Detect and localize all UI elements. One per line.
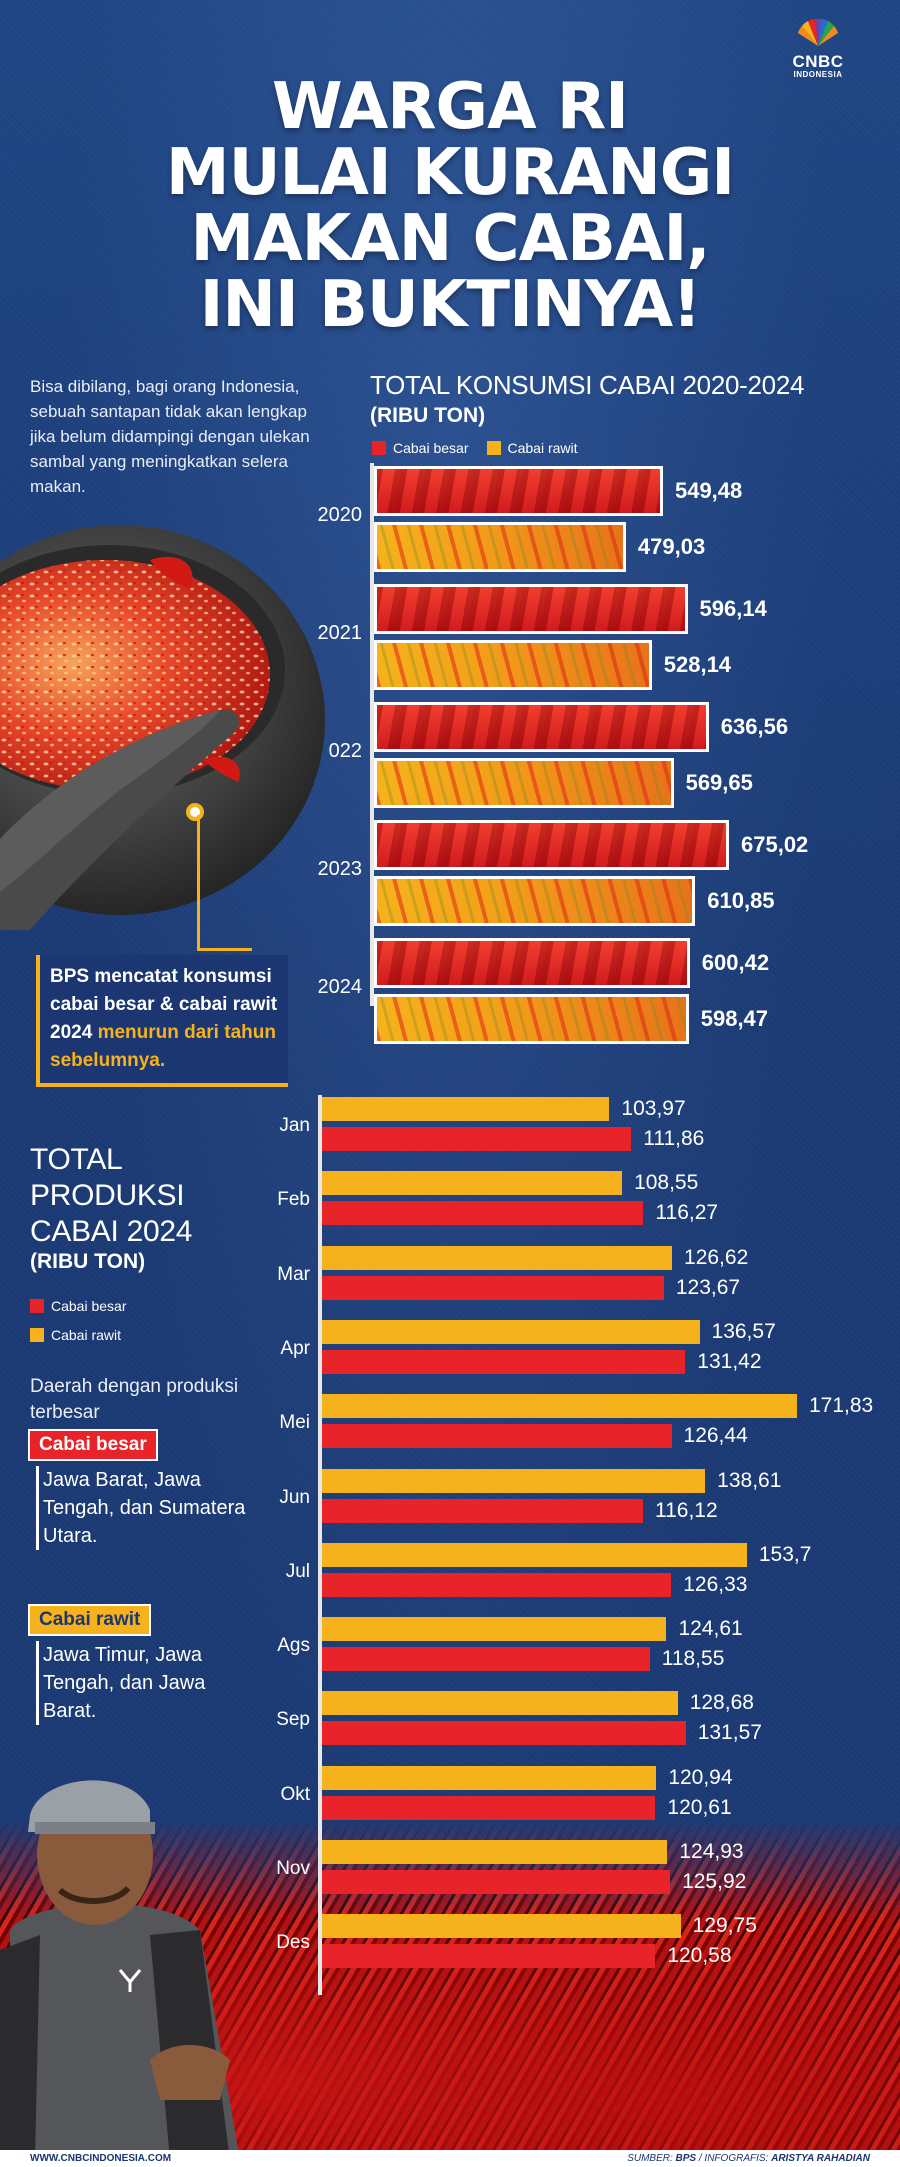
vendor-photo xyxy=(0,1780,240,2160)
callout-connector xyxy=(197,815,200,950)
intro-text: Bisa dibilang, bagi orang Indonesia, seb… xyxy=(30,377,310,496)
production-chart-title: TOTAL PRODUKSI CABAI 2024 xyxy=(30,1142,192,1250)
logo-subtext: INDONESIA xyxy=(793,70,843,79)
legend-label-besar: Cabai besar xyxy=(51,1298,127,1314)
title-line: MAKAN CABAI, xyxy=(190,202,710,276)
callout-connector xyxy=(197,948,252,951)
legend-swatch-rawit xyxy=(30,1328,44,1342)
footer-author: ARISTYA RAHADIAN xyxy=(771,2153,870,2164)
footer-infografis-label: / INFOGRAFIS: xyxy=(698,2153,769,2164)
footer: WWW.CNBCINDONESIA.COM SUMBER: BPS / INFO… xyxy=(0,2150,900,2167)
legend-swatch-rawit xyxy=(486,441,501,455)
legend-swatch-besar xyxy=(372,441,386,455)
production-legend-rawit: Cabai rawit xyxy=(30,1327,121,1343)
consumption-chart-unit: (RIBU TON) xyxy=(370,404,486,427)
legend-label-rawit: Cabai rawit xyxy=(51,1327,122,1343)
production-chart-unit: (RIBU TON) xyxy=(30,1250,146,1273)
legend-label-besar: Cabai besar xyxy=(393,440,469,456)
title-line: WARGA RI xyxy=(272,70,629,144)
logo-text: CNBC xyxy=(792,52,844,71)
consumption-legend: Cabai besar Cabai rawit xyxy=(372,440,578,456)
footer-source-label: SUMBER: xyxy=(627,2153,673,2164)
production-title-line: TOTAL xyxy=(30,1143,123,1176)
cnbc-logo: CNBC INDONESIA xyxy=(782,18,854,79)
tag-cabai-rawit: Cabai rawit xyxy=(28,1604,152,1636)
footer-source-value: BPS xyxy=(675,2153,697,2164)
sambal-mortar-image xyxy=(0,525,325,930)
legend-swatch-besar xyxy=(30,1299,44,1313)
besar-regions: Jawa Barat, Jawa Tengah, dan Sumatera Ut… xyxy=(36,1466,253,1550)
callout-text: BPS mencatat konsumsi cabai besar & caba… xyxy=(50,966,278,1043)
production-title-line: CABAI 2024 xyxy=(30,1215,193,1248)
consumption-chart-title: TOTAL KONSUMSI CABAI 2020-2024 xyxy=(370,370,805,400)
production-title-line: PRODUKSI xyxy=(30,1179,185,1212)
callout-box: BPS mencatat konsumsi cabai besar & caba… xyxy=(36,955,288,1087)
production-legend-besar: Cabai besar xyxy=(30,1298,127,1314)
footer-source: SUMBER: BPS / INFOGRAFIS: ARISTYA RAHADI… xyxy=(627,2153,870,2164)
title-line: MULAI KURANGI xyxy=(165,136,735,210)
region-intro: Daerah dengan produksi terbesar xyxy=(30,1376,239,1423)
page-title: WARGA RI MULAI KURANGI MAKAN CABAI, INI … xyxy=(100,74,800,338)
callout-highlight: menurun dari tahun sebelumnya. xyxy=(50,1022,276,1071)
consumption-axis xyxy=(370,463,374,1006)
footer-website: WWW.CNBCINDONESIA.COM xyxy=(30,2153,172,2164)
legend-label-rawit: Cabai rawit xyxy=(507,440,578,456)
production-axis xyxy=(318,1095,322,1995)
rawit-regions: Jawa Timur, Jawa Tengah, dan Jawa Barat. xyxy=(36,1641,253,1725)
title-line: INI BUKTINYA! xyxy=(199,268,702,342)
tag-cabai-besar: Cabai besar xyxy=(28,1429,158,1461)
peacock-icon xyxy=(798,18,838,46)
callout-marker xyxy=(186,803,204,821)
